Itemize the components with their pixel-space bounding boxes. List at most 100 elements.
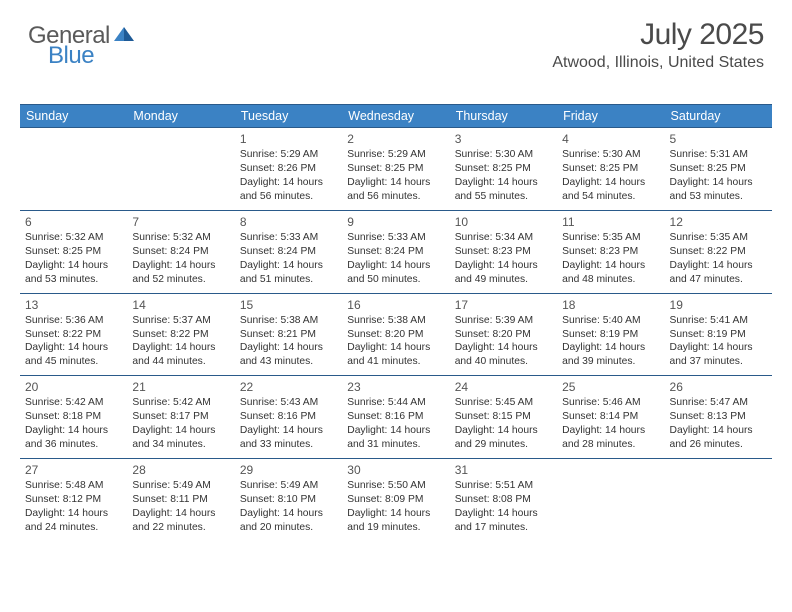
day-info: Sunrise: 5:35 AMSunset: 8:22 PMDaylight:…: [670, 231, 767, 287]
dow-header: Saturday: [665, 105, 772, 128]
dow-header: Friday: [557, 105, 664, 128]
day-number: 29: [240, 462, 337, 478]
calendar-day-cell: 22Sunrise: 5:43 AMSunset: 8:16 PMDayligh…: [235, 376, 342, 459]
day-info: Sunrise: 5:38 AMSunset: 8:20 PMDaylight:…: [347, 314, 444, 370]
day-info: Sunrise: 5:33 AMSunset: 8:24 PMDaylight:…: [347, 231, 444, 287]
day-info: Sunrise: 5:50 AMSunset: 8:09 PMDaylight:…: [347, 479, 444, 535]
day-info: Sunrise: 5:48 AMSunset: 8:12 PMDaylight:…: [25, 479, 122, 535]
calendar-day-cell: 26Sunrise: 5:47 AMSunset: 8:13 PMDayligh…: [665, 376, 772, 459]
day-number: 8: [240, 214, 337, 230]
day-info: Sunrise: 5:42 AMSunset: 8:18 PMDaylight:…: [25, 396, 122, 452]
calendar-day-cell: 27Sunrise: 5:48 AMSunset: 8:12 PMDayligh…: [20, 459, 127, 541]
day-info: Sunrise: 5:38 AMSunset: 8:21 PMDaylight:…: [240, 314, 337, 370]
day-number: 21: [132, 379, 229, 395]
day-number: 11: [562, 214, 659, 230]
calendar-day-cell: 12Sunrise: 5:35 AMSunset: 8:22 PMDayligh…: [665, 210, 772, 293]
day-info: Sunrise: 5:29 AMSunset: 8:26 PMDaylight:…: [240, 148, 337, 204]
calendar-day-cell: 31Sunrise: 5:51 AMSunset: 8:08 PMDayligh…: [450, 459, 557, 541]
calendar-day-cell: 30Sunrise: 5:50 AMSunset: 8:09 PMDayligh…: [342, 459, 449, 541]
calendar-day-cell: 8Sunrise: 5:33 AMSunset: 8:24 PMDaylight…: [235, 210, 342, 293]
title-block: July 2025 Atwood, Illinois, United State…: [552, 18, 764, 72]
calendar-day-cell: 9Sunrise: 5:33 AMSunset: 8:24 PMDaylight…: [342, 210, 449, 293]
day-info: Sunrise: 5:36 AMSunset: 8:22 PMDaylight:…: [25, 314, 122, 370]
calendar-day-cell: 7Sunrise: 5:32 AMSunset: 8:24 PMDaylight…: [127, 210, 234, 293]
day-number: 7: [132, 214, 229, 230]
location-text: Atwood, Illinois, United States: [552, 54, 764, 72]
calendar-empty-cell: [20, 128, 127, 211]
calendar-day-cell: 11Sunrise: 5:35 AMSunset: 8:23 PMDayligh…: [557, 210, 664, 293]
day-info: Sunrise: 5:47 AMSunset: 8:13 PMDaylight:…: [670, 396, 767, 452]
day-info: Sunrise: 5:49 AMSunset: 8:10 PMDaylight:…: [240, 479, 337, 535]
day-number: 31: [455, 462, 552, 478]
day-info: Sunrise: 5:45 AMSunset: 8:15 PMDaylight:…: [455, 396, 552, 452]
day-number: 30: [347, 462, 444, 478]
logo-triangle-icon: [114, 25, 136, 48]
day-number: 19: [670, 297, 767, 313]
calendar-day-cell: 13Sunrise: 5:36 AMSunset: 8:22 PMDayligh…: [20, 293, 127, 376]
calendar-empty-cell: [557, 459, 664, 541]
dow-header: Sunday: [20, 105, 127, 128]
month-title: July 2025: [552, 18, 764, 52]
logo-text-blue: Blue: [48, 42, 94, 69]
day-info: Sunrise: 5:30 AMSunset: 8:25 PMDaylight:…: [562, 148, 659, 204]
day-number: 20: [25, 379, 122, 395]
day-number: 27: [25, 462, 122, 478]
day-number: 16: [347, 297, 444, 313]
calendar-week-row: 20Sunrise: 5:42 AMSunset: 8:18 PMDayligh…: [20, 376, 772, 459]
day-number: 13: [25, 297, 122, 313]
calendar-day-cell: 24Sunrise: 5:45 AMSunset: 8:15 PMDayligh…: [450, 376, 557, 459]
day-info: Sunrise: 5:51 AMSunset: 8:08 PMDaylight:…: [455, 479, 552, 535]
header: General July 2025 Atwood, Illinois, Unit…: [0, 0, 792, 76]
day-number: 25: [562, 379, 659, 395]
day-number: 4: [562, 131, 659, 147]
day-number: 6: [25, 214, 122, 230]
day-info: Sunrise: 5:41 AMSunset: 8:19 PMDaylight:…: [670, 314, 767, 370]
calendar-body: 1Sunrise: 5:29 AMSunset: 8:26 PMDaylight…: [20, 128, 772, 541]
day-number: 18: [562, 297, 659, 313]
day-info: Sunrise: 5:40 AMSunset: 8:19 PMDaylight:…: [562, 314, 659, 370]
day-info: Sunrise: 5:33 AMSunset: 8:24 PMDaylight:…: [240, 231, 337, 287]
day-number: 26: [670, 379, 767, 395]
calendar-day-cell: 28Sunrise: 5:49 AMSunset: 8:11 PMDayligh…: [127, 459, 234, 541]
day-info: Sunrise: 5:30 AMSunset: 8:25 PMDaylight:…: [455, 148, 552, 204]
day-info: Sunrise: 5:49 AMSunset: 8:11 PMDaylight:…: [132, 479, 229, 535]
calendar-day-cell: 25Sunrise: 5:46 AMSunset: 8:14 PMDayligh…: [557, 376, 664, 459]
calendar-day-cell: 18Sunrise: 5:40 AMSunset: 8:19 PMDayligh…: [557, 293, 664, 376]
day-info: Sunrise: 5:46 AMSunset: 8:14 PMDaylight:…: [562, 396, 659, 452]
calendar-day-cell: 19Sunrise: 5:41 AMSunset: 8:19 PMDayligh…: [665, 293, 772, 376]
dow-row: SundayMondayTuesdayWednesdayThursdayFrid…: [20, 105, 772, 128]
calendar-head: SundayMondayTuesdayWednesdayThursdayFrid…: [20, 105, 772, 128]
calendar-day-cell: 6Sunrise: 5:32 AMSunset: 8:25 PMDaylight…: [20, 210, 127, 293]
logo-blue-row: Blue: [28, 42, 94, 70]
day-number: 1: [240, 131, 337, 147]
calendar-day-cell: 23Sunrise: 5:44 AMSunset: 8:16 PMDayligh…: [342, 376, 449, 459]
day-info: Sunrise: 5:44 AMSunset: 8:16 PMDaylight:…: [347, 396, 444, 452]
day-number: 2: [347, 131, 444, 147]
calendar-week-row: 6Sunrise: 5:32 AMSunset: 8:25 PMDaylight…: [20, 210, 772, 293]
calendar-day-cell: 3Sunrise: 5:30 AMSunset: 8:25 PMDaylight…: [450, 128, 557, 211]
day-number: 23: [347, 379, 444, 395]
day-info: Sunrise: 5:32 AMSunset: 8:25 PMDaylight:…: [25, 231, 122, 287]
calendar-empty-cell: [665, 459, 772, 541]
calendar-day-cell: 16Sunrise: 5:38 AMSunset: 8:20 PMDayligh…: [342, 293, 449, 376]
day-info: Sunrise: 5:29 AMSunset: 8:25 PMDaylight:…: [347, 148, 444, 204]
day-info: Sunrise: 5:31 AMSunset: 8:25 PMDaylight:…: [670, 148, 767, 204]
calendar-day-cell: 17Sunrise: 5:39 AMSunset: 8:20 PMDayligh…: [450, 293, 557, 376]
dow-header: Tuesday: [235, 105, 342, 128]
day-number: 28: [132, 462, 229, 478]
calendar-day-cell: 20Sunrise: 5:42 AMSunset: 8:18 PMDayligh…: [20, 376, 127, 459]
calendar-table: SundayMondayTuesdayWednesdayThursdayFrid…: [20, 104, 772, 541]
dow-header: Thursday: [450, 105, 557, 128]
day-info: Sunrise: 5:35 AMSunset: 8:23 PMDaylight:…: [562, 231, 659, 287]
day-number: 5: [670, 131, 767, 147]
calendar-day-cell: 29Sunrise: 5:49 AMSunset: 8:10 PMDayligh…: [235, 459, 342, 541]
day-number: 22: [240, 379, 337, 395]
calendar-day-cell: 5Sunrise: 5:31 AMSunset: 8:25 PMDaylight…: [665, 128, 772, 211]
day-info: Sunrise: 5:42 AMSunset: 8:17 PMDaylight:…: [132, 396, 229, 452]
calendar-empty-cell: [127, 128, 234, 211]
day-info: Sunrise: 5:34 AMSunset: 8:23 PMDaylight:…: [455, 231, 552, 287]
calendar-day-cell: 1Sunrise: 5:29 AMSunset: 8:26 PMDaylight…: [235, 128, 342, 211]
day-number: 24: [455, 379, 552, 395]
calendar-day-cell: 4Sunrise: 5:30 AMSunset: 8:25 PMDaylight…: [557, 128, 664, 211]
calendar-day-cell: 21Sunrise: 5:42 AMSunset: 8:17 PMDayligh…: [127, 376, 234, 459]
